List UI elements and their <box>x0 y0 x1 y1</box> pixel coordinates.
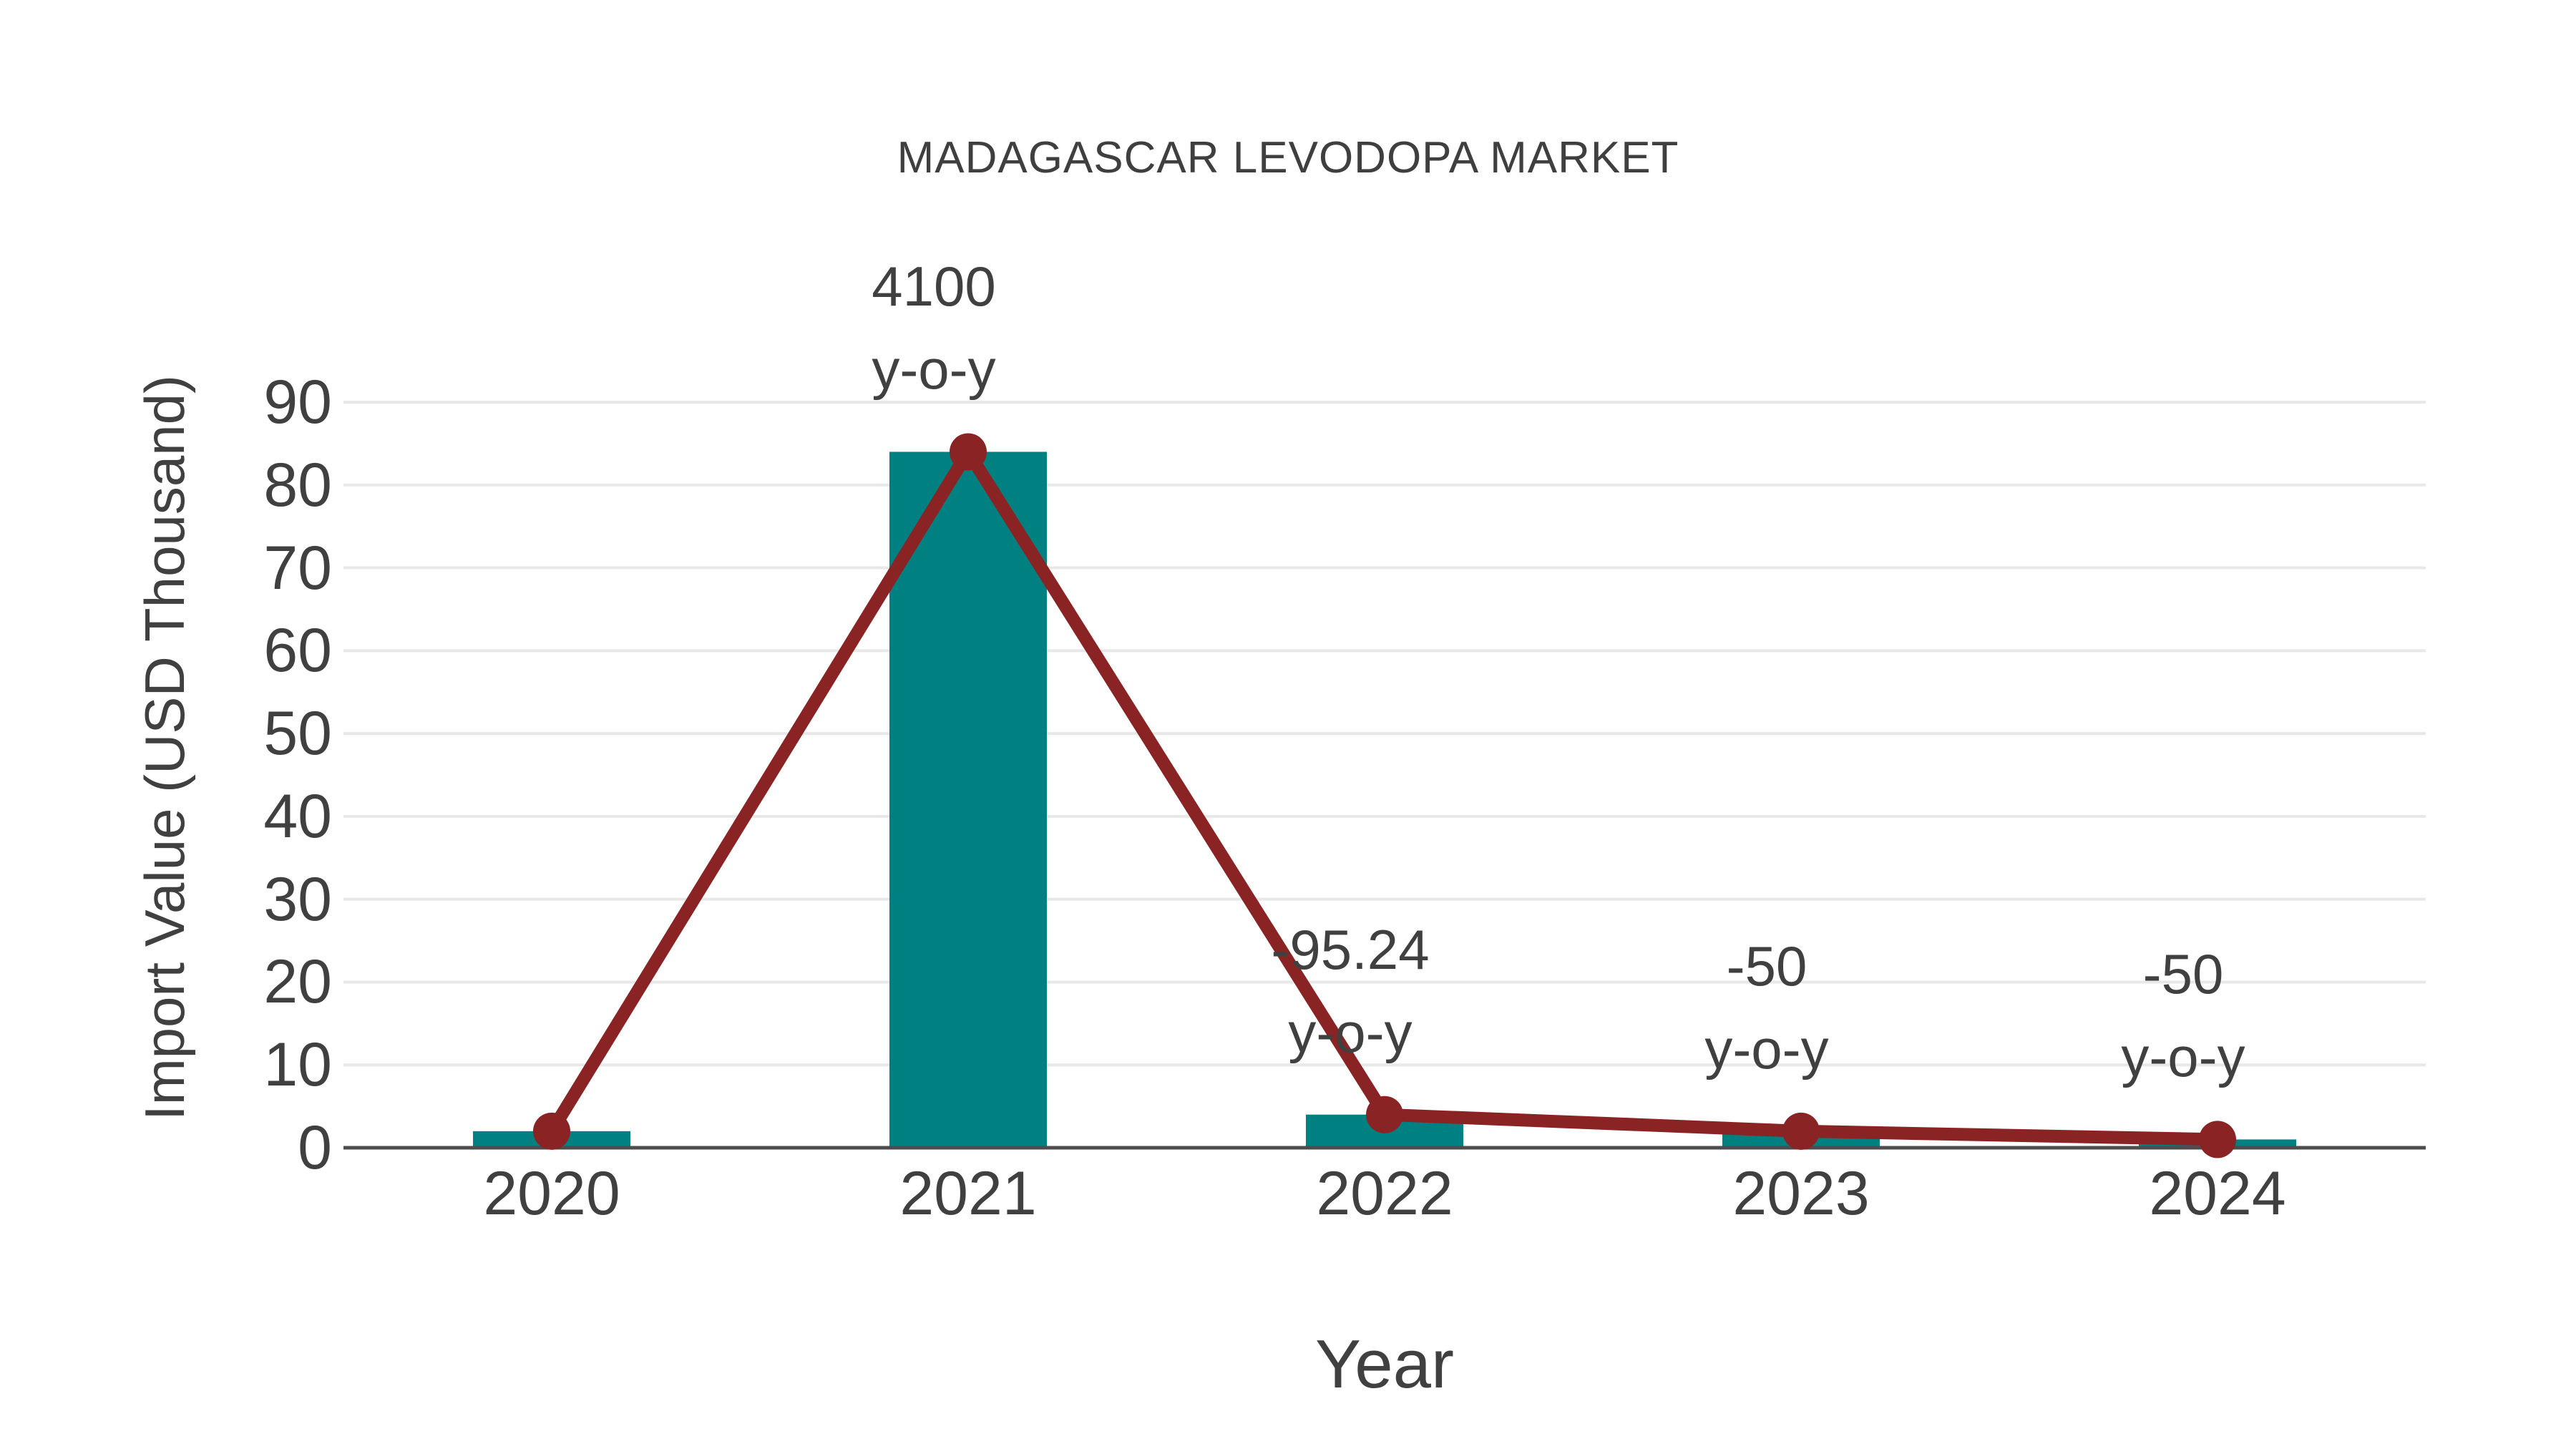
annotation-yoy-label: y-o-y <box>2121 1025 2245 1089</box>
annotation-value: -50 <box>2142 942 2224 1006</box>
annotation-yoy-label: y-o-y <box>1704 1017 1829 1080</box>
annotation-value: -95.24 <box>1271 917 1430 981</box>
y-tick-label-40: 40 <box>263 781 332 851</box>
x-axis-title: Year <box>1315 1326 1454 1402</box>
x-tick-label-2020: 2020 <box>483 1159 620 1228</box>
annotation-2024: -50 y-o-y <box>1897 932 2469 1098</box>
x-tick-label-2021: 2021 <box>899 1159 1037 1228</box>
annotation-value: -50 <box>1726 934 1807 997</box>
annotation-yoy-label: y-o-y <box>872 338 996 401</box>
y-tick-label-0: 0 <box>298 1113 332 1182</box>
y-tick-label-20: 20 <box>263 947 332 1017</box>
marker-2020 <box>533 1112 570 1150</box>
marker-2022 <box>1366 1096 1403 1133</box>
y-tick-label-90: 90 <box>263 367 332 436</box>
marker-2024 <box>2199 1121 2236 1158</box>
annotation-2021: 4100 y-o-y <box>648 245 1220 411</box>
y-tick-label-50: 50 <box>263 699 332 769</box>
annotation-yoy-label: y-o-y <box>1288 1000 1413 1064</box>
marker-2021 <box>950 433 987 471</box>
annotation-2022: -95.24 y-o-y <box>1064 908 1636 1074</box>
annotation-value: 4100 <box>872 255 996 318</box>
y-tick-label-70: 70 <box>263 533 332 602</box>
y-axis-title: Import Value (USD Thousand) <box>133 375 196 1121</box>
y-tick-label-60: 60 <box>263 616 332 686</box>
y-tick-label-80: 80 <box>263 450 332 519</box>
x-tick-label-2022: 2022 <box>1316 1159 1453 1228</box>
chart-title: MADAGASCAR LEVODOPA MARKET <box>897 133 1679 182</box>
x-tick-label-2024: 2024 <box>2149 1159 2286 1228</box>
annotation-2023: -50 y-o-y <box>1480 924 2053 1091</box>
marker-2023 <box>1782 1112 1820 1150</box>
y-tick-label-30: 30 <box>263 864 332 934</box>
x-tick-label-2023: 2023 <box>1732 1159 1870 1228</box>
bar-2021 <box>889 452 1047 1146</box>
y-tick-label-10: 10 <box>263 1030 332 1100</box>
